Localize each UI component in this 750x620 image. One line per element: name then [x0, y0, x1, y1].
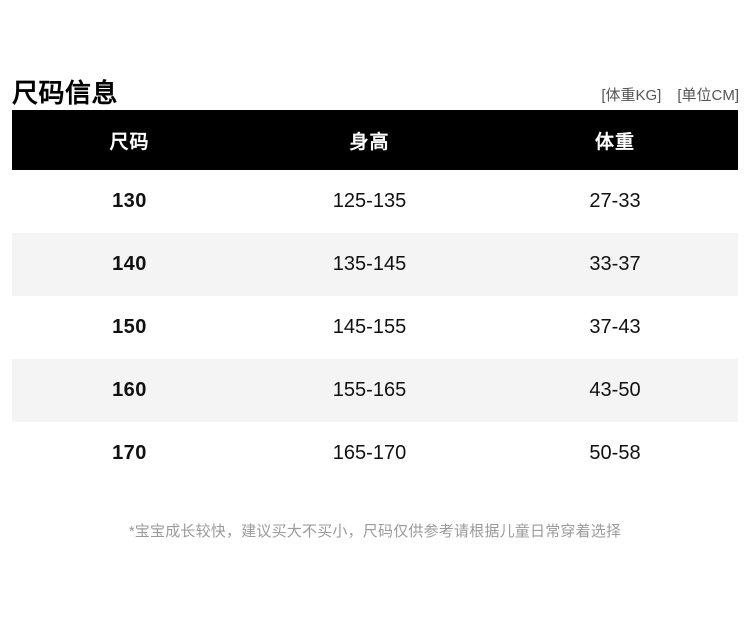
- cell-size: 130: [12, 170, 247, 233]
- cell-height: 155-165: [247, 359, 492, 422]
- cell-height: 135-145: [247, 233, 492, 296]
- cell-weight: 43-50: [492, 359, 738, 422]
- table-row: 140 135-145 33-37: [12, 233, 738, 296]
- table-body: 130 125-135 27-33 140 135-145 33-37 150 …: [12, 170, 738, 485]
- cell-height: 165-170: [247, 422, 492, 485]
- table-row: 170 165-170 50-58: [12, 422, 738, 485]
- column-header-weight: 体重: [492, 110, 738, 170]
- cell-weight: 33-37: [492, 233, 738, 296]
- size-chart-table: 尺码 身高 体重 130 125-135 27-33 140 135-145 3…: [12, 110, 738, 485]
- cell-weight: 50-58: [492, 422, 738, 485]
- cell-size: 150: [12, 296, 247, 359]
- table-row: 160 155-165 43-50: [12, 359, 738, 422]
- table-header-row: 尺码 身高 体重: [12, 110, 738, 170]
- cell-height: 145-155: [247, 296, 492, 359]
- footnote-text: *宝宝成长较快，建议买大不买小，尺码仅供参考请根据儿童日常穿着选择: [128, 523, 622, 540]
- unit-label-length: [单位CM]: [677, 87, 739, 104]
- cell-size: 170: [12, 422, 247, 485]
- cell-height: 125-135: [247, 170, 492, 233]
- unit-label-weight: [体重KG]: [601, 87, 662, 104]
- cell-size: 140: [12, 233, 247, 296]
- unit-label-group: [体重KG] [单位CM]: [601, 88, 739, 106]
- column-header-size: 尺码: [12, 110, 247, 170]
- title-row: 尺码信息 [体重KG] [单位CM]: [0, 58, 750, 106]
- table-row: 130 125-135 27-33: [12, 170, 738, 233]
- cell-weight: 37-43: [492, 296, 738, 359]
- column-header-height: 身高: [247, 110, 492, 170]
- table-row: 150 145-155 37-43: [12, 296, 738, 359]
- cell-weight: 27-33: [492, 170, 738, 233]
- table-header: 尺码 身高 体重: [12, 110, 738, 170]
- cell-size: 160: [12, 359, 247, 422]
- page-title: 尺码信息: [12, 78, 119, 108]
